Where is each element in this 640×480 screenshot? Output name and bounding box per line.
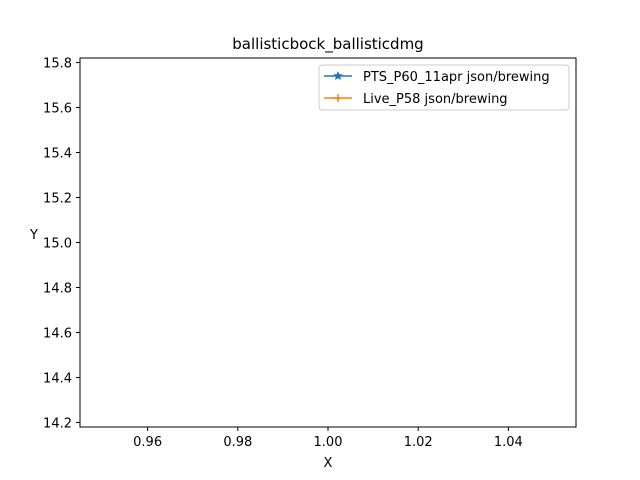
x-tick-label: 1.00 [314,435,343,450]
x-tick-label: 1.02 [404,435,433,450]
x-tick-label: 0.98 [223,435,252,450]
y-axis-ticks: 14.2 14.4 14.6 14.8 15.0 15.2 15.4 15.6 15.8 [43,57,80,432]
x-axis-title: X [324,456,333,471]
legend-label: PTS_P60_11apr json/brewing [363,70,550,85]
y-tick-label: 15.0 [43,237,72,252]
x-tick-label: 0.96 [133,435,162,450]
y-tick-label: 14.2 [43,417,72,432]
y-tick-label: 15.8 [43,57,72,72]
x-tick-label: 1.04 [494,435,523,450]
y-tick-label: 14.8 [43,282,72,297]
legend-label: Live_P58 json/brewing [363,92,508,107]
legend-frame [318,64,570,111]
y-axis-title: Y [29,228,38,243]
legend-marker-plus [334,94,342,102]
legend-entry: PTS_P60_11apr json/brewing [324,70,550,85]
chart-title: ballisticbock_ballisticdmg [232,35,423,54]
legend: PTS_P60_11apr json/brewing Live_P58 json/… [318,64,570,111]
legend-entry: Live_P58 json/brewing [324,92,508,107]
y-tick-label: 14.4 [43,372,72,387]
y-tick-label: 15.6 [43,102,72,117]
plot-area [79,57,577,428]
legend-marker-star [333,70,343,81]
y-tick-label: 15.2 [43,192,72,207]
y-tick-label: 15.4 [43,147,72,162]
y-tick-label: 14.6 [43,327,72,342]
x-axis-ticks: 0.96 0.98 1.00 1.02 1.04 [133,427,523,450]
